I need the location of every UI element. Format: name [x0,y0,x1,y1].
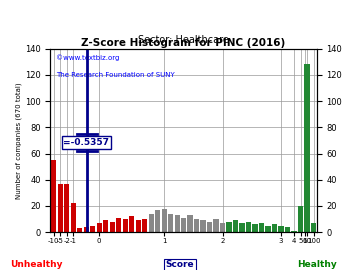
Bar [279,226,284,232]
Text: Score: Score [166,260,194,269]
Bar [51,160,56,232]
Bar [175,215,180,232]
Bar [298,206,303,232]
Bar [129,217,134,232]
Bar [64,184,69,232]
Bar [58,184,63,232]
Bar [226,222,232,232]
Bar [188,215,193,232]
Bar [149,214,154,232]
Bar [135,220,141,232]
Bar [168,214,173,232]
Title: Z-Score Histogram for PINC (2016): Z-Score Histogram for PINC (2016) [81,38,286,48]
Bar [96,223,102,232]
Y-axis label: Number of companies (670 total): Number of companies (670 total) [15,82,22,199]
Bar [71,203,76,232]
Bar [285,227,290,232]
Bar [122,219,128,232]
Bar [311,223,316,232]
Bar [265,226,271,232]
Bar [162,209,167,232]
Text: Unhealthy: Unhealthy [10,260,62,269]
Bar [116,218,121,232]
Text: =-0.5357: =-0.5357 [63,138,109,147]
Text: Sector: Healthcare: Sector: Healthcare [138,35,229,45]
Bar [194,219,199,232]
Bar [272,224,277,232]
Bar [305,64,310,232]
Bar [259,223,264,232]
Bar [213,219,219,232]
Bar [239,223,245,232]
Text: Healthy: Healthy [297,260,337,269]
Bar [90,226,95,232]
Bar [233,220,238,232]
Bar [252,224,258,232]
Bar [207,222,212,232]
Bar [155,210,160,232]
Bar [201,220,206,232]
Bar [84,227,89,232]
Bar [77,228,82,232]
Bar [246,222,251,232]
Bar [103,220,108,232]
Bar [220,223,225,232]
Bar [292,231,297,232]
Bar [109,222,115,232]
Bar [142,219,147,232]
Bar [181,218,186,232]
Text: The Research Foundation of SUNY: The Research Foundation of SUNY [56,72,175,79]
Text: ©www.textbiz.org: ©www.textbiz.org [56,54,119,61]
